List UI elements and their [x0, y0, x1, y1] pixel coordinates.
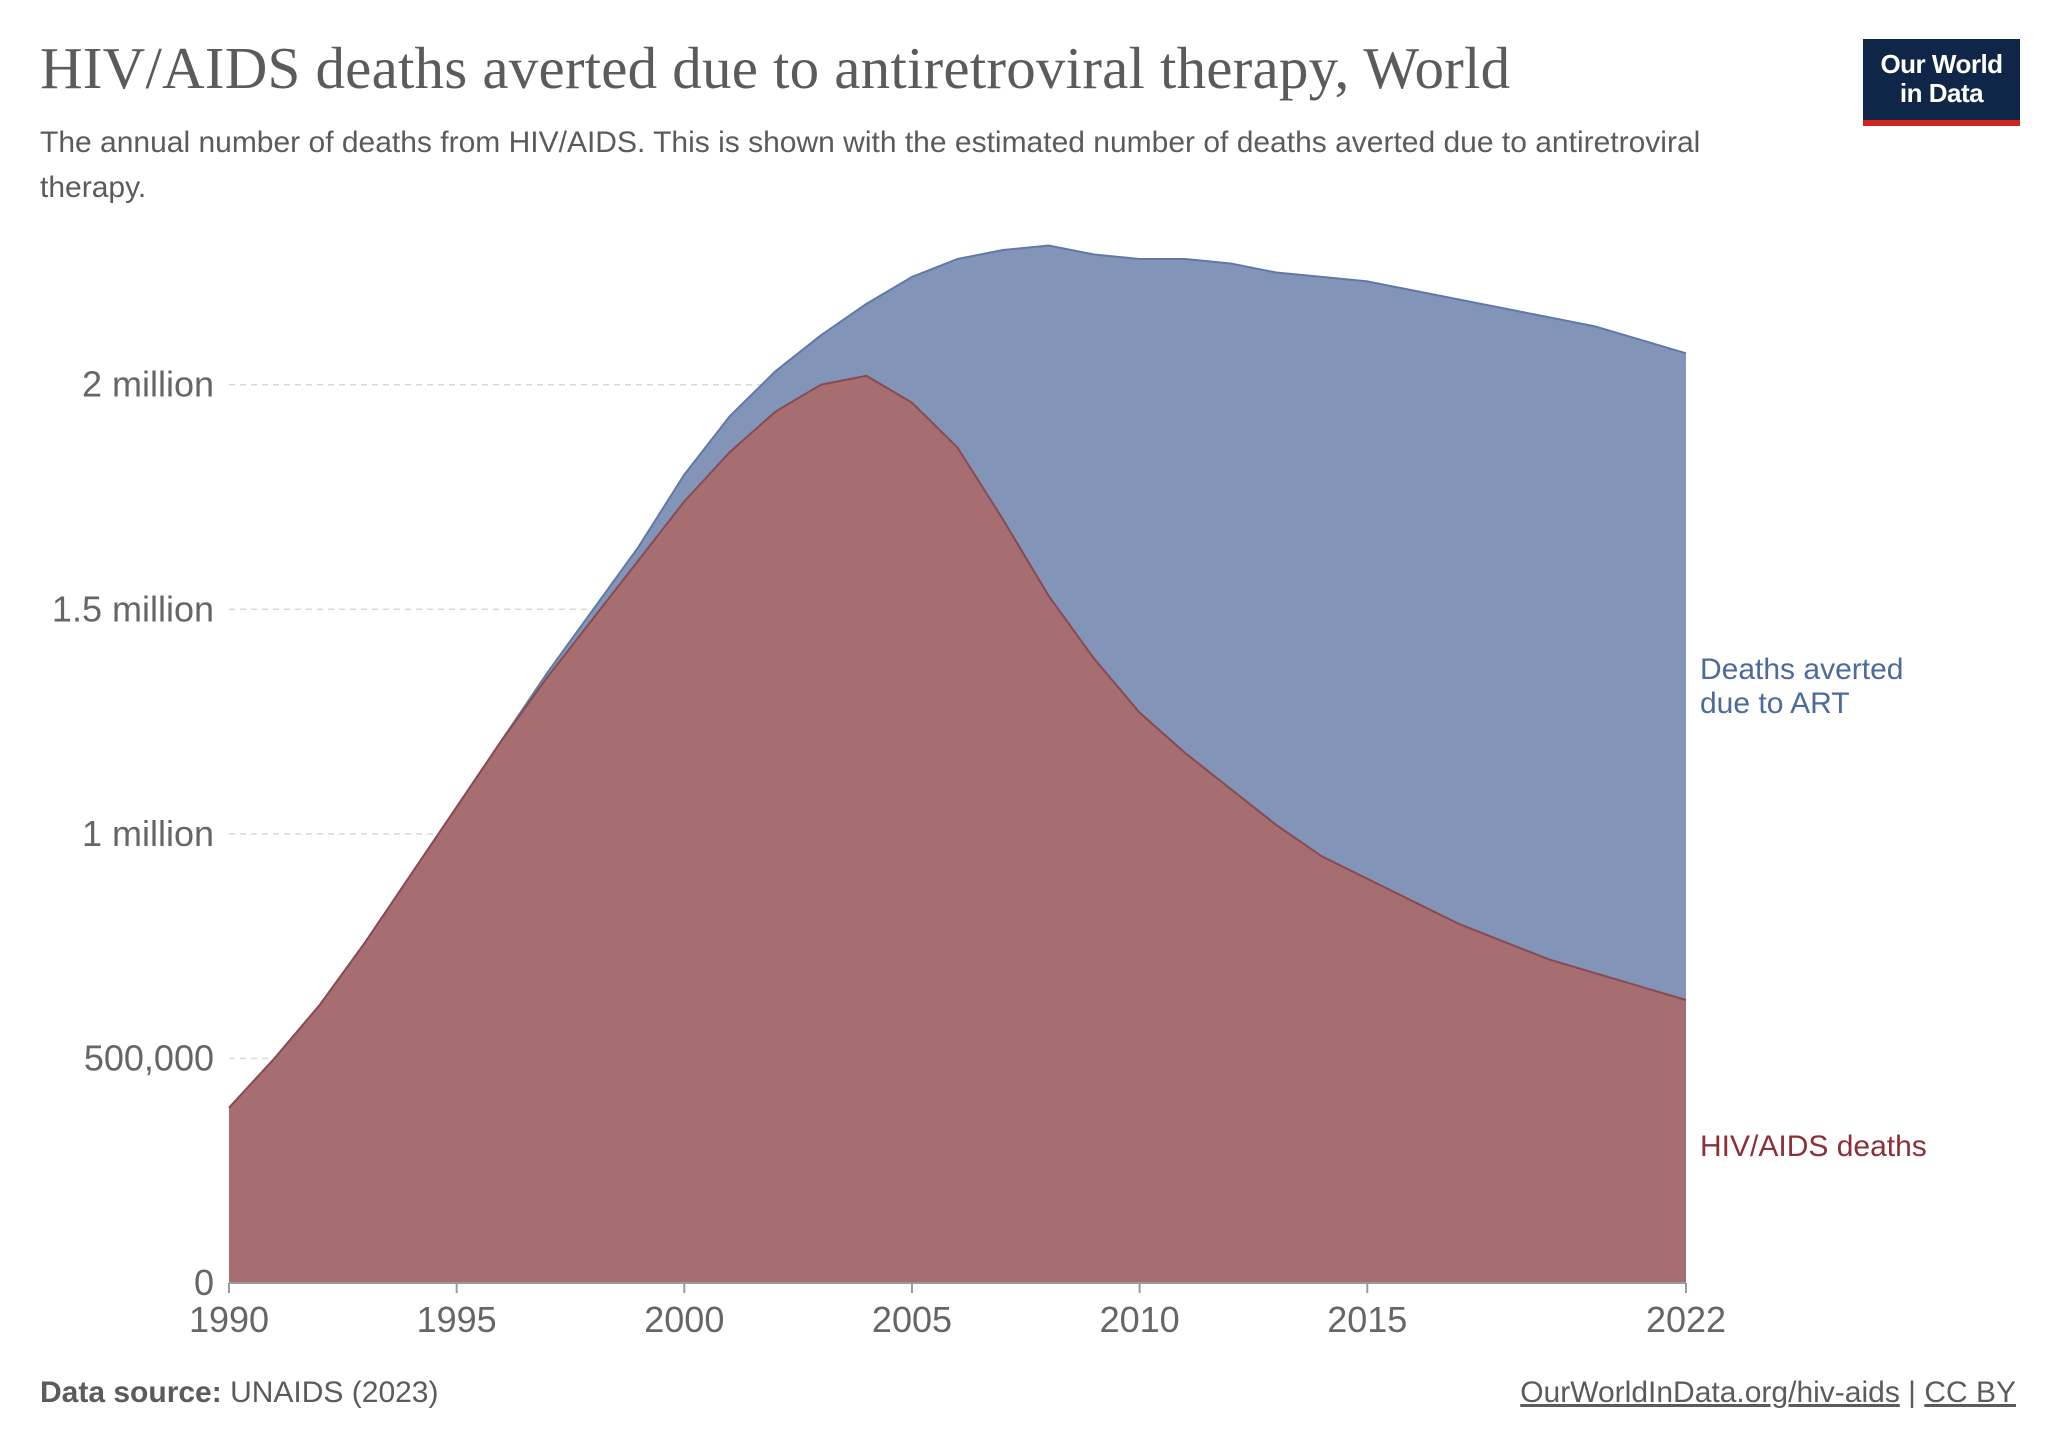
deaths-line	[228, 374, 1687, 1109]
license-link[interactable]: CC BY	[1924, 1376, 2016, 1409]
averted-area	[229, 245, 1686, 1108]
axes: 0 500,000 1 million 1.5 million 2 million 199…	[52, 364, 1726, 1340]
logo-line-1: Our World	[1880, 49, 2003, 79]
deaths-area	[229, 375, 1686, 1283]
x-tick-label: 2015	[1327, 1299, 1407, 1340]
y-tick-label: 500,000	[84, 1037, 214, 1078]
x-tick-label: 1995	[417, 1299, 497, 1340]
x-tick-label: 2022	[1646, 1299, 1726, 1340]
series-labels: Deaths averted due to ART HIV/AIDS deaths	[1700, 653, 1927, 1163]
chart-title: HIV/AIDS deaths averted due to antiretro…	[40, 35, 1511, 101]
footer-links: OurWorldInData.org/hiv-aids | CC BY	[1520, 1376, 2016, 1410]
data-source-value: UNAIDS (2023)	[230, 1376, 439, 1409]
source-link[interactable]: OurWorldInData.org/hiv-aids	[1520, 1376, 1900, 1409]
footer-separator: |	[1908, 1376, 1916, 1409]
y-tick-label: 1 million	[82, 813, 214, 854]
averted-series-label: Deaths averted due to ART	[1700, 653, 1903, 720]
x-tick-label: 2000	[644, 1299, 724, 1340]
y-tick-label: 1.5 million	[52, 588, 214, 629]
owid-logo[interactable]: Our World in Data	[1863, 39, 2020, 126]
x-tick-label: 1990	[189, 1299, 269, 1340]
data-source: Data source: UNAIDS (2023)	[40, 1376, 438, 1410]
chart-subtitle: The annual number of deaths from HIV/AID…	[40, 126, 1701, 204]
data-source-label: Data source:	[40, 1376, 222, 1409]
x-tick-label: 2010	[1100, 1299, 1180, 1340]
areas	[228, 244, 1687, 1283]
x-tick-label: 2005	[872, 1299, 952, 1340]
y-tick-label: 0	[194, 1262, 214, 1303]
y-tick-label: 2 million	[82, 364, 214, 405]
deaths-series-label: HIV/AIDS deaths	[1700, 1130, 1927, 1163]
logo-line-2: in Data	[1899, 78, 1984, 108]
